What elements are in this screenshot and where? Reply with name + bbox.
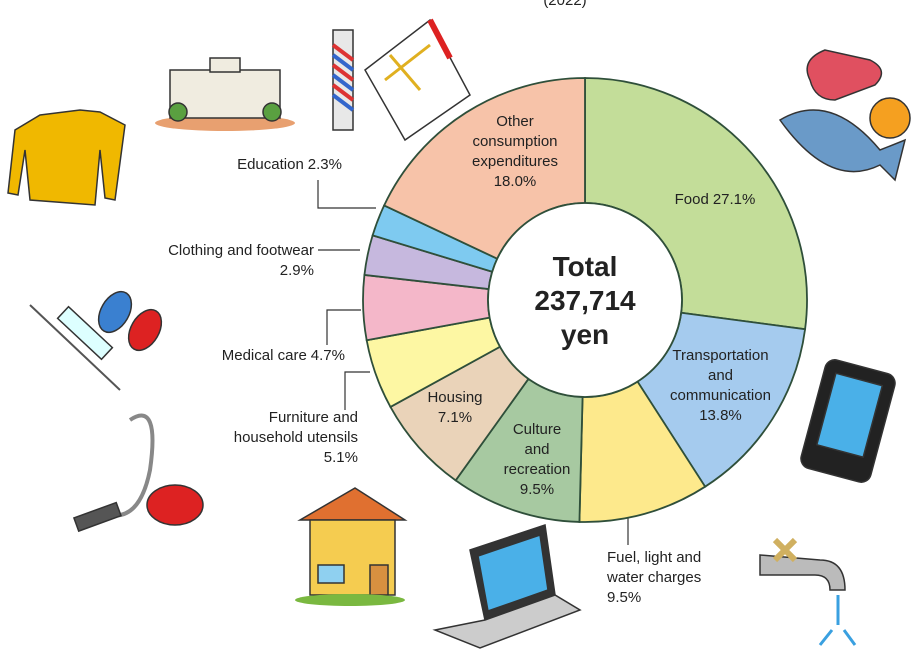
center-total: Total 237,714 yen — [485, 250, 685, 352]
leader-line — [327, 310, 361, 345]
center-text: Total — [485, 250, 685, 284]
chart: (2022) Total 237,714 yen Food27.1% Transp… — [0, 0, 911, 656]
category-label: Food — [675, 191, 709, 208]
value-label: 7.1% — [415, 408, 495, 428]
value-label: 2.3% — [308, 156, 342, 173]
segment-label: Clothing and footwear 2.9% — [94, 241, 314, 281]
value-label: 9.5% — [607, 588, 725, 608]
value-label: 18.0% — [465, 172, 565, 192]
value-label: 2.9% — [94, 261, 314, 281]
donut-svg — [0, 0, 911, 656]
value-label: 5.1% — [200, 448, 358, 468]
category-label: Clothing and footwear — [168, 242, 314, 259]
category-label: Medical care — [222, 347, 307, 364]
center-text: 237,714 — [485, 284, 685, 318]
value-label: 13.8% — [663, 406, 778, 426]
segment-label: Housing 7.1% — [415, 388, 495, 428]
value-label: 9.5% — [499, 480, 575, 500]
category-label: Housing — [427, 389, 482, 406]
category-label: Fuel, light and water charges — [607, 549, 701, 586]
leader-line — [318, 180, 376, 208]
value-label: 27.1% — [713, 191, 756, 208]
category-label: Other consumption expenditures — [472, 113, 558, 170]
category-label: Culture and recreation — [504, 421, 571, 478]
category-label: Furniture and household utensils — [234, 409, 358, 446]
value-label: 4.7% — [311, 347, 345, 364]
leader-line — [345, 372, 370, 410]
center-text: yen — [485, 318, 685, 352]
category-label: Transportation and communication — [670, 347, 771, 404]
category-label: Education — [237, 156, 304, 173]
chart-title: (2022) — [515, 0, 615, 9]
